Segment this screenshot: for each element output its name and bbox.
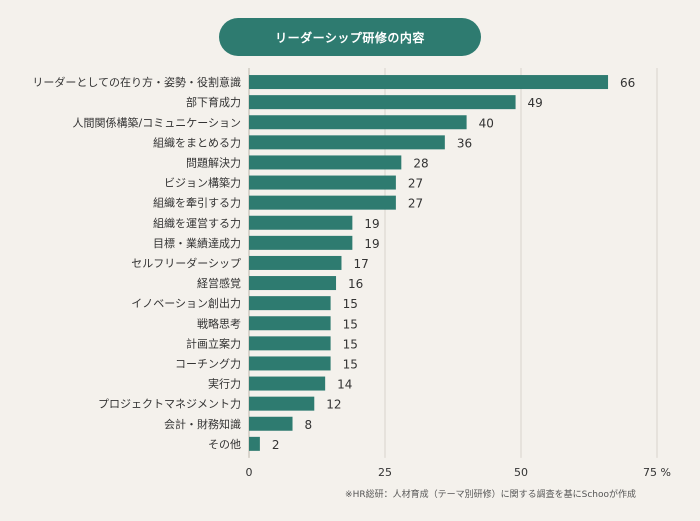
value-label: 19 bbox=[364, 237, 379, 251]
bar bbox=[249, 75, 609, 90]
value-label: 66 bbox=[620, 76, 635, 90]
bar bbox=[249, 155, 402, 170]
value-label: 27 bbox=[408, 197, 423, 211]
category-label: 組織を運営する力 bbox=[153, 216, 241, 230]
bar bbox=[249, 416, 293, 431]
bar bbox=[249, 316, 331, 331]
chart-title: リーダーシップ研修の内容 bbox=[219, 18, 481, 56]
category-label: イノベーション創出力 bbox=[131, 296, 241, 310]
bar bbox=[249, 195, 396, 210]
category-label: 会計・財務知識 bbox=[164, 417, 241, 431]
value-label: 16 bbox=[348, 277, 363, 291]
value-label: 15 bbox=[343, 317, 358, 331]
category-label: ビジョン構築力 bbox=[164, 176, 241, 190]
x-tick-label: 75 % bbox=[643, 466, 671, 479]
x-tick-label: 25 bbox=[378, 466, 392, 479]
bar bbox=[249, 336, 331, 351]
value-label: 40 bbox=[479, 116, 494, 130]
value-label: 17 bbox=[353, 257, 368, 271]
value-label: 14 bbox=[337, 378, 352, 392]
value-label: 15 bbox=[343, 337, 358, 351]
category-label: 経営感覚 bbox=[197, 276, 241, 290]
category-label: コーチング力 bbox=[175, 356, 241, 370]
category-label: 計画立案力 bbox=[186, 336, 241, 350]
category-label: リーダーとしての在り方・姿勢・役割意識 bbox=[32, 75, 241, 89]
bar bbox=[249, 135, 445, 150]
bar bbox=[249, 436, 260, 451]
bar bbox=[249, 215, 353, 230]
value-label: 49 bbox=[528, 96, 543, 110]
value-label: 12 bbox=[326, 398, 341, 412]
bar bbox=[249, 296, 331, 311]
value-label: 28 bbox=[413, 156, 428, 170]
value-label: 19 bbox=[364, 217, 379, 231]
bar bbox=[249, 255, 342, 270]
source-note: ※HR総研：人材育成（テーマ別研修）に関する調査を基にSchooが作成 bbox=[345, 490, 636, 500]
value-label: 2 bbox=[272, 438, 280, 452]
category-label: プロジェクトマネジメント力 bbox=[98, 398, 241, 411]
bar bbox=[249, 396, 315, 411]
value-label: 36 bbox=[457, 136, 472, 150]
category-label: 人間関係構築/コミュニケーション bbox=[73, 115, 242, 129]
category-label: 目標・業績達成力 bbox=[153, 236, 241, 250]
category-label: 実行力 bbox=[208, 377, 241, 391]
category-label: その他 bbox=[208, 438, 241, 451]
category-label: 組織をまとめる力 bbox=[153, 136, 241, 149]
bar bbox=[249, 175, 396, 190]
x-tick-label: 0 bbox=[246, 466, 253, 479]
bar bbox=[249, 115, 467, 130]
bar bbox=[249, 356, 331, 371]
x-tick-label: 50 bbox=[514, 466, 528, 479]
value-label: 15 bbox=[343, 297, 358, 311]
bar bbox=[249, 235, 353, 250]
bar bbox=[249, 95, 516, 110]
value-label: 15 bbox=[343, 357, 358, 371]
category-label: 戦略思考 bbox=[197, 316, 241, 330]
category-label: 部下育成力 bbox=[186, 95, 241, 109]
value-label: 8 bbox=[305, 418, 313, 432]
bar bbox=[249, 376, 326, 391]
category-label: セルフリーダーシップ bbox=[131, 256, 241, 270]
value-label: 27 bbox=[408, 177, 423, 191]
category-label: 問題解決力 bbox=[186, 155, 241, 169]
category-label: 組織を牽引する力 bbox=[153, 196, 241, 210]
bar bbox=[249, 276, 337, 291]
